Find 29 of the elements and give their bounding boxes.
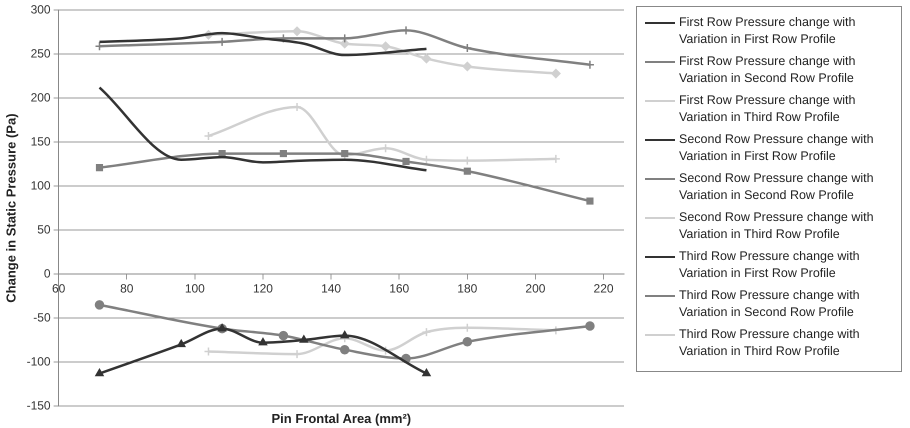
y-tick-label: 300 <box>30 2 51 17</box>
x-tick-label: 200 <box>525 282 546 296</box>
x-axis-title: Pin Frontal Area (mm²) <box>271 411 412 426</box>
x-tick-label: 180 <box>457 282 478 296</box>
y-tick-label: 100 <box>30 178 51 192</box>
legend-label: Third Row Pressure change with Variation in Second Row Profile <box>679 287 861 321</box>
y-tick-label: 250 <box>30 46 51 60</box>
legend-label: Third Row Pressure change with Variation in First Row Profile <box>679 248 861 282</box>
x-tick-label: 160 <box>389 282 410 296</box>
y-tick-label: 50 <box>37 222 51 236</box>
legend-label: First Row Pressure change with Variation in First Row Profile <box>679 14 856 48</box>
legend-label: Second Row Pressure change with Variation in Third Row Profile <box>679 209 875 243</box>
x-tick-label: 80 <box>120 282 134 296</box>
y-axis-title: Change in Static Pressure (Pa) <box>3 113 18 303</box>
x-tick-label: 120 <box>252 282 274 296</box>
x-tick-label: 220 <box>594 282 614 296</box>
y-tick-label: 200 <box>30 90 51 104</box>
y-tick-label: -50 <box>33 310 51 324</box>
x-tick-label: 100 <box>184 282 206 296</box>
legend-label: Second Row Pressure change with Variation in First Row Profile <box>679 131 875 165</box>
legend-label: Third Row Pressure change with Variation in Third Row Profile <box>679 326 861 360</box>
y-tick-label: -100 <box>26 354 51 368</box>
legend-label: Second Row Pressure change with Variation in Second Row Profile <box>679 170 875 204</box>
y-tick-label: -150 <box>26 398 51 412</box>
y-tick-label: 150 <box>30 134 51 148</box>
legend-label: First Row Pressure change with Variation in Third Row Profile <box>679 92 856 126</box>
y-tick-label: 0 <box>44 266 51 280</box>
x-tick-label: 140 <box>321 282 342 296</box>
legend-label: First Row Pressure change with Variation in Second Row Profile <box>679 53 856 87</box>
